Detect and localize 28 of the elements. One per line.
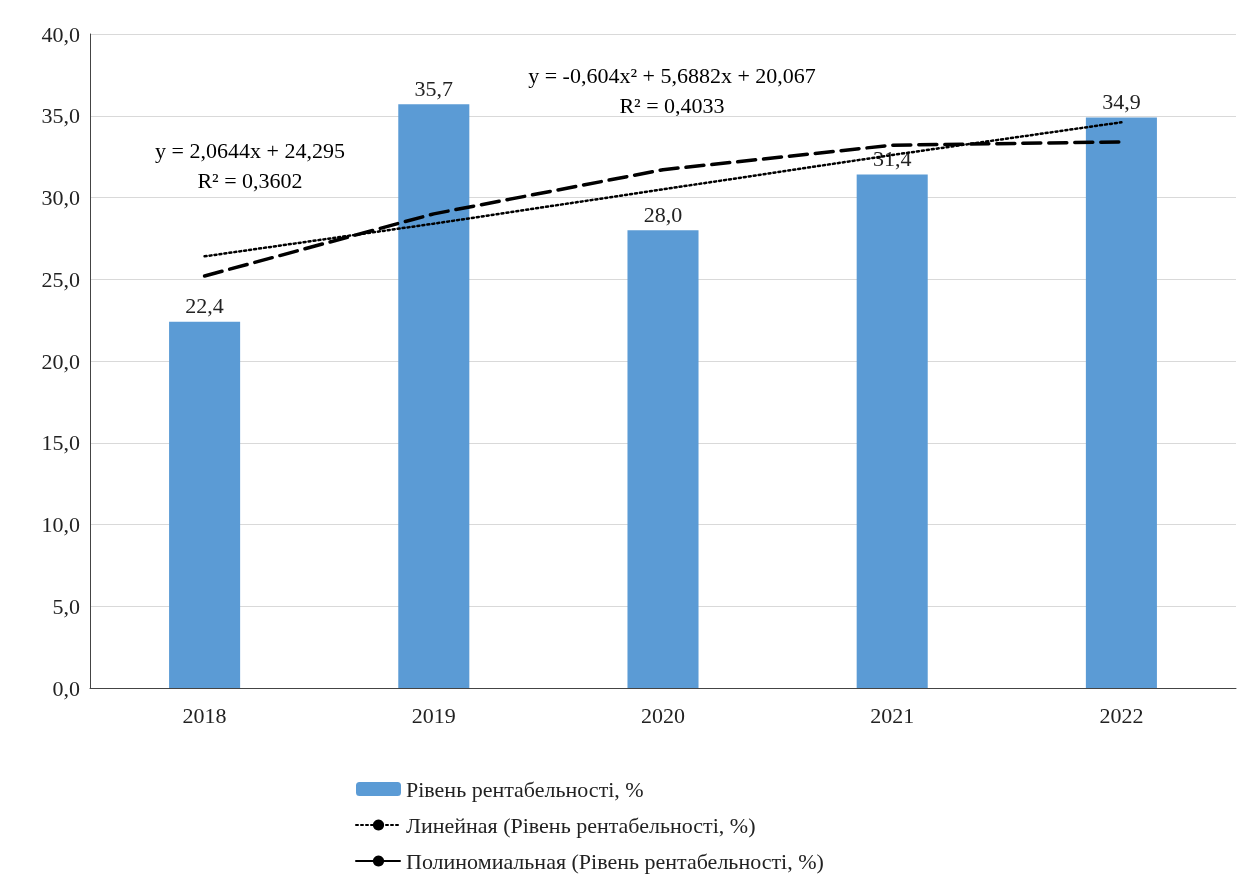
bar xyxy=(169,321,241,688)
bar xyxy=(627,230,699,688)
y-tick-label: 15,0 xyxy=(41,430,80,456)
annotation: y = -0,604x² + 5,6882x + 20,067 R² = 0,4033 xyxy=(528,62,816,118)
legend-label: Линейная (Рівень рентабельності, %) xyxy=(406,812,756,838)
bar xyxy=(398,104,470,688)
y-tick-label: 0,0 xyxy=(52,675,80,701)
x-tick-label: 2022 xyxy=(1099,702,1144,728)
y-tick-label: 25,0 xyxy=(41,266,80,292)
x-tick-label: 2021 xyxy=(870,702,915,728)
x-tick-label: 2018 xyxy=(182,702,227,728)
bar xyxy=(856,174,928,688)
data-label: 34,9 xyxy=(1102,88,1141,114)
legend-label: Рівень рентабельності, % xyxy=(406,776,644,802)
y-tick-label: 20,0 xyxy=(41,348,80,374)
y-tick-label: 40,0 xyxy=(41,21,80,47)
y-tick-label: 30,0 xyxy=(41,185,80,210)
x-tick-label: 2019 xyxy=(411,702,456,728)
annotation: y = 2,0644x + 24,295 R² = 0,3602 xyxy=(155,137,345,193)
data-label: 28,0 xyxy=(643,201,683,227)
data-label: 22,4 xyxy=(185,293,224,319)
data-label: 35,7 xyxy=(414,75,454,101)
legend-label: Полиномиальная (Рівень рентабельності, %) xyxy=(406,848,824,874)
x-tick-label: 2020 xyxy=(641,702,685,728)
y-tick-label: 35,0 xyxy=(41,103,80,129)
y-tick-label: 5,0 xyxy=(52,593,80,619)
bar xyxy=(1085,117,1157,688)
y-tick-label: 10,0 xyxy=(41,512,80,537)
